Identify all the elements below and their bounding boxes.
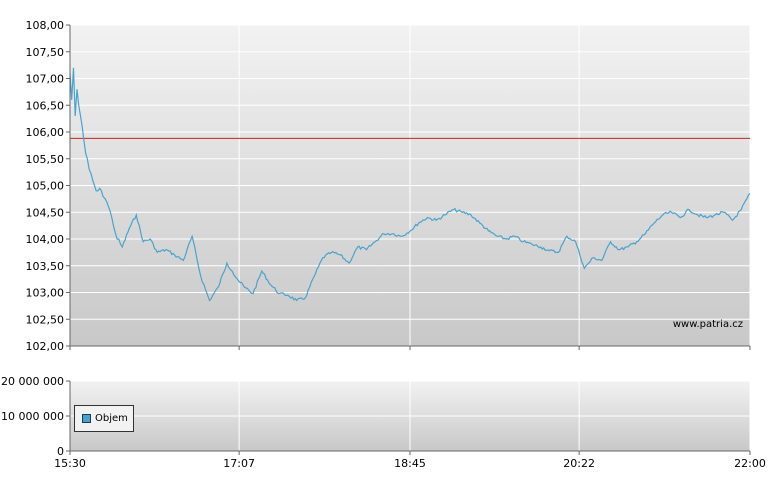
- price-y-tick-label: 108,00: [26, 19, 65, 32]
- price-y-tick-label: 102,50: [26, 313, 65, 326]
- price-y-tick-label: 107,00: [26, 73, 65, 86]
- price-y-tick-label: 106,00: [26, 126, 65, 139]
- price-series-line: [69, 67, 751, 302]
- volume-y-tick-label: 20 000 000: [1, 375, 64, 388]
- price-y-tick-labels: 108,00 107,50 107,00 106,50 106,00 105,50 105,…: [26, 19, 70, 353]
- price-y-tick-label: 106,50: [26, 99, 65, 112]
- price-y-tick-label: 107,50: [26, 46, 65, 59]
- price-y-tick-label: 103,50: [26, 260, 65, 273]
- price-y-tick-label: 103,00: [26, 287, 65, 300]
- price-y-tick-label: 105,50: [26, 153, 65, 166]
- price-x-tick-marks: [69, 346, 751, 350]
- legend-label: Objem: [95, 413, 128, 424]
- volume-y-tick-label: 10 000 000: [1, 410, 64, 423]
- legend-swatch: [82, 414, 91, 423]
- volume-y-tick-labels: 20 000 000 10 000 000 0: [1, 375, 70, 458]
- x-tick-label: 22:00: [734, 457, 766, 470]
- price-panel: 108,00 107,50 107,00 106,50 106,00 105,50 105,…: [26, 19, 751, 353]
- x-tick-label: 17:07: [223, 457, 255, 470]
- price-y-tick-label: 105,00: [26, 180, 65, 193]
- volume-legend: Objem: [74, 405, 134, 432]
- x-tick-label: 20:22: [563, 457, 595, 470]
- price-gridlines: [69, 24, 751, 347]
- x-tick-label: 18:45: [394, 457, 426, 470]
- x-tick-label: 15:30: [54, 457, 86, 470]
- volume-panel: 20 000 000 10 000 000 0 15:30 17:07 18:45 20:…: [1, 375, 766, 470]
- price-y-tick-label: 104,50: [26, 206, 65, 219]
- volume-x-tick-labels: 15:30 17:07 18:45 20:22 22:00: [54, 451, 766, 470]
- watermark: www.patria.cz: [673, 319, 743, 330]
- price-y-tick-label: 102,00: [26, 340, 65, 353]
- volume-y-tick-label: 0: [57, 445, 64, 458]
- price-y-tick-label: 104,00: [26, 233, 65, 246]
